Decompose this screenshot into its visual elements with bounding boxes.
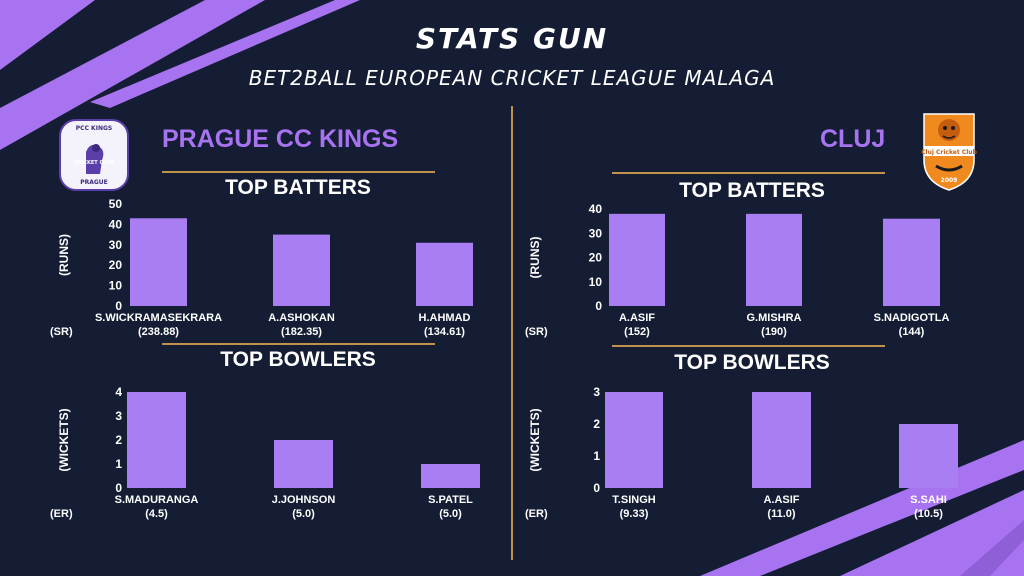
- sub-value-label: (10.5): [914, 508, 943, 520]
- bar: [605, 392, 663, 488]
- category-label: S.SAHI: [910, 494, 947, 506]
- category-label: J.JOHNSON: [272, 494, 336, 506]
- stripe-decoration: [90, 0, 360, 108]
- y-axis-label: (RUNS): [528, 237, 542, 279]
- bar: [746, 213, 802, 306]
- secondary-row-label: (SR): [525, 326, 548, 338]
- sub-value-label: (182.35): [281, 326, 322, 338]
- page-title: STATS GUN: [415, 22, 609, 55]
- team-name-prague: PRAGUE CC KINGS: [162, 125, 399, 153]
- bar: [127, 392, 186, 488]
- y-tick-label: 2: [115, 433, 122, 447]
- bar: [609, 213, 665, 306]
- bar: [421, 464, 480, 488]
- category-label: G.MISHRA: [747, 312, 802, 324]
- y-axis-label: (WICKETS): [57, 408, 71, 471]
- bar: [752, 392, 811, 488]
- y-tick-label: 0: [593, 481, 600, 495]
- y-tick-label: 1: [593, 449, 600, 463]
- bar: [274, 440, 333, 488]
- y-tick-label: 20: [589, 251, 603, 265]
- sub-value-label: (5.0): [439, 508, 462, 520]
- secondary-row-label: (SR): [50, 326, 73, 338]
- category-label: A.ASHOKAN: [268, 312, 335, 324]
- y-tick-label: 10: [109, 279, 123, 293]
- stripe-decoration: [0, 0, 265, 150]
- team-name-cluj: CLUJ: [820, 125, 886, 153]
- section-title-bowlers: TOP BOWLERS: [220, 348, 376, 371]
- stripe-decoration: [840, 490, 1024, 576]
- y-tick-label: 40: [589, 202, 603, 216]
- category-label: T.SINGH: [612, 494, 655, 506]
- logo-text: PRAGUE: [80, 179, 108, 186]
- y-tick-label: 0: [115, 481, 122, 495]
- category-label: H.AHMAD: [419, 312, 471, 324]
- y-tick-label: 3: [593, 385, 600, 399]
- sub-value-label: (9.33): [620, 508, 649, 520]
- y-tick-label: 1: [115, 457, 122, 471]
- y-tick-label: 30: [109, 238, 123, 252]
- sub-value-label: (4.5): [145, 508, 168, 520]
- y-tick-label: 0: [115, 299, 122, 313]
- sub-value-label: (144): [899, 326, 925, 338]
- y-tick-label: 50: [109, 197, 123, 211]
- bar: [883, 218, 940, 306]
- section-title-batters: TOP BATTERS: [679, 179, 825, 202]
- stripe-decoration: [0, 0, 95, 70]
- category-label: S.WICKRAMASEKRARA: [95, 312, 222, 324]
- cluj-cricket-club-logo: Cluj Cricket Club 2009: [921, 113, 978, 191]
- sub-value-label: (5.0): [292, 508, 315, 520]
- logo-text: 2009: [941, 177, 958, 184]
- y-axis-label: (WICKETS): [528, 408, 542, 471]
- sub-value-label: (238.88): [138, 326, 179, 338]
- category-label: S.NADIGOTLA: [874, 312, 950, 324]
- bar: [130, 218, 187, 306]
- category-label: A.ASIF: [619, 312, 655, 324]
- sub-value-label: (134.61): [424, 326, 465, 338]
- section-title-batters: TOP BATTERS: [225, 176, 371, 199]
- logo-text: Cluj Cricket Club: [921, 149, 977, 156]
- y-axis-label: (RUNS): [57, 234, 71, 276]
- section-title-bowlers: TOP BOWLERS: [674, 351, 830, 374]
- y-tick-label: 2: [593, 417, 600, 431]
- y-tick-label: 40: [109, 217, 123, 231]
- y-tick-label: 0: [595, 299, 602, 313]
- y-tick-label: 10: [589, 275, 603, 289]
- secondary-row-label: (ER): [50, 508, 73, 520]
- logo-text: CRICKET CLUB: [74, 160, 114, 166]
- stripe-decoration: [960, 520, 1024, 576]
- prague-cc-kings-logo: PCC KINGS CRICKET CLUB PRAGUE: [59, 119, 129, 191]
- bar: [899, 424, 958, 488]
- sub-value-label: (190): [761, 326, 787, 338]
- category-label: A.ASIF: [763, 494, 799, 506]
- sub-value-label: (152): [624, 326, 650, 338]
- logo-text: PCC KINGS: [76, 125, 112, 132]
- bar: [416, 242, 473, 306]
- y-tick-label: 20: [109, 258, 123, 272]
- bar: [273, 234, 330, 306]
- sub-value-label: (11.0): [767, 508, 795, 520]
- page-subtitle: BET2BALL EUROPEAN CRICKET LEAGUE MALAGA: [248, 66, 776, 90]
- secondary-row-label: (ER): [525, 508, 548, 520]
- category-label: S.MADURANGA: [115, 494, 199, 506]
- category-label: S.PATEL: [428, 494, 473, 506]
- y-tick-label: 30: [589, 226, 603, 240]
- y-tick-label: 3: [115, 409, 122, 423]
- y-tick-label: 4: [115, 385, 122, 399]
